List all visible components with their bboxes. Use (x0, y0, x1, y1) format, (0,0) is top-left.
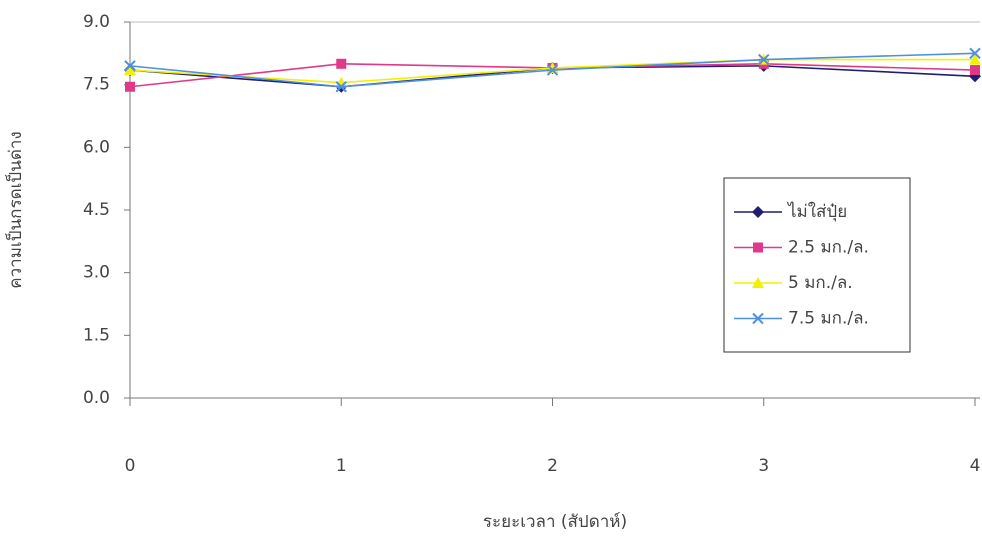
y-tick-label: 1.5 (83, 325, 110, 345)
legend-label: 7.5 มก./ล. (788, 309, 869, 329)
legend-marker (752, 277, 764, 288)
marker (336, 58, 347, 69)
legend-label: 2.5 มก./ล. (788, 238, 869, 258)
legend-box (723, 177, 911, 353)
marker (125, 81, 135, 92)
legend-marker (752, 206, 764, 218)
marker (124, 64, 136, 76)
x-axis-title: ระยะเวลา (สัปดาห์) (483, 512, 627, 532)
y-tick-label: 0.0 (83, 388, 110, 408)
x-tick-label: 1 (336, 456, 347, 476)
legend-label: 5 มก./ล. (788, 273, 853, 293)
legend-marker (752, 312, 764, 325)
y-axis-title: ความเป็นกรดเป็นด่าง (4, 131, 26, 288)
x-tick-label: 3 (758, 456, 769, 476)
marker (758, 53, 770, 66)
x-tick-label: 4 (970, 456, 981, 476)
y-tick-label: 6.0 (83, 137, 110, 157)
marker (970, 65, 980, 76)
legend-marker (753, 242, 763, 253)
legend-label: ไม่ใส่ปุ๋ย (786, 201, 847, 222)
marker (124, 60, 136, 72)
marker (546, 64, 559, 76)
x-tick-label: 2 (547, 456, 558, 476)
y-tick-label: 3.0 (83, 263, 110, 283)
y-tick-label: 7.5 (83, 75, 110, 95)
marker (969, 53, 981, 65)
y-tick-label: 4.5 (83, 200, 110, 220)
y-tick-label: 9.0 (83, 12, 110, 32)
marker (335, 81, 347, 93)
marker (969, 47, 981, 60)
x-tick-label: 0 (125, 456, 136, 476)
